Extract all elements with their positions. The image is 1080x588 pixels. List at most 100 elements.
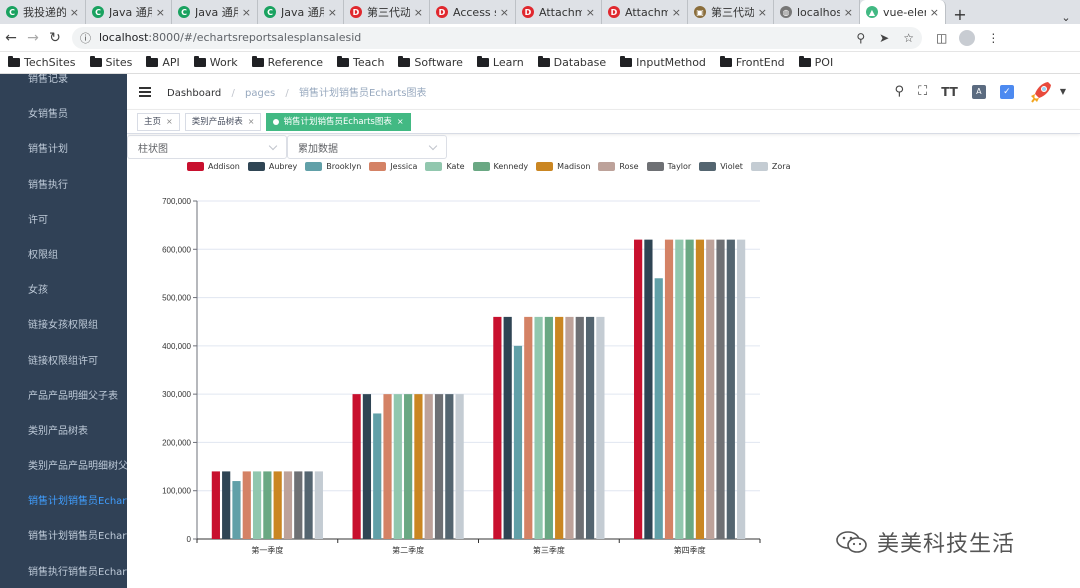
browser-tab[interactable]: C Java 通用× bbox=[86, 0, 172, 24]
sidebar-item[interactable]: 销售计划 bbox=[28, 144, 68, 156]
navbar: Dashboard / pages / 销售计划销售员Echarts图表 ⚲ ⛶… bbox=[127, 74, 1080, 110]
browser-tab-title: Java 通用 bbox=[195, 6, 238, 19]
browser-tab[interactable]: C Java 通用× bbox=[258, 0, 344, 24]
browser-tab[interactable]: D Access st× bbox=[430, 0, 516, 24]
close-tab-icon[interactable]: × bbox=[327, 5, 337, 19]
browser-tab[interactable]: C 我投递的 × bbox=[0, 0, 86, 24]
breadcrumb-dashboard[interactable]: Dashboard bbox=[167, 88, 222, 99]
site-info-icon[interactable]: ⓘ bbox=[80, 31, 91, 45]
close-tab-icon[interactable]: × bbox=[155, 5, 165, 19]
close-tag-icon[interactable]: × bbox=[396, 116, 404, 126]
bookmark-star-icon[interactable]: ☆ bbox=[903, 30, 914, 45]
sidebar-item[interactable]: 销售计划销售员Echarts图表 bbox=[28, 531, 127, 543]
breadcrumb-separator: / bbox=[285, 88, 289, 99]
sidebar-item[interactable]: 销售执行 bbox=[28, 179, 68, 191]
legend-item[interactable]: Addison bbox=[187, 162, 240, 171]
sidebar-item[interactable]: 许可 bbox=[28, 214, 48, 226]
sidebar-item[interactable]: 链接女孩权限组 bbox=[28, 320, 98, 332]
close-tab-icon[interactable]: × bbox=[757, 5, 767, 19]
theme-picker-icon[interactable]: ✓ bbox=[999, 84, 1014, 99]
tag-tab[interactable]: 类别产品树表 × bbox=[184, 112, 262, 131]
bookmark-folder[interactable]: TechSites bbox=[8, 56, 76, 69]
sidebar-item[interactable]: 产品产品明细父子表 bbox=[28, 390, 118, 402]
sidebar-item[interactable]: 销售计划销售员Echarts图表 bbox=[28, 496, 127, 508]
close-tag-icon[interactable]: × bbox=[247, 116, 255, 126]
legend-swatch bbox=[646, 162, 664, 171]
legend-item[interactable]: Zora bbox=[750, 162, 791, 171]
fullscreen-icon[interactable]: ⛶ bbox=[918, 84, 928, 99]
legend-item[interactable]: Brooklyn bbox=[305, 162, 361, 171]
bookmark-folder[interactable]: Teach bbox=[337, 56, 384, 69]
address-bar[interactable]: ⓘ localhost:8000/#/echartsreportsalespla… bbox=[72, 26, 922, 49]
close-tab-icon[interactable]: × bbox=[671, 5, 681, 19]
menu-kebab-icon[interactable]: ⋮ bbox=[987, 30, 1000, 45]
browser-tab[interactable]: D 第三代动 × bbox=[344, 0, 430, 24]
sidebar-item[interactable]: 权限组 bbox=[28, 249, 58, 261]
close-tab-icon[interactable]: × bbox=[499, 5, 509, 19]
close-tab-icon[interactable]: × bbox=[413, 5, 423, 19]
bookmark-folder[interactable]: Software bbox=[398, 56, 463, 69]
new-tab-icon[interactable]: + bbox=[953, 5, 967, 24]
bookmark-folder[interactable]: Work bbox=[193, 56, 238, 69]
tab-search-icon[interactable]: ⌄ bbox=[1061, 11, 1071, 24]
bookmark-folder[interactable]: FrontEnd bbox=[719, 56, 785, 69]
close-tab-icon[interactable]: × bbox=[241, 5, 251, 19]
legend-item[interactable]: Taylor bbox=[646, 162, 691, 171]
browser-tab[interactable]: C Java 通用× bbox=[172, 0, 258, 24]
browser-tab[interactable]: ▲ vue-elem× bbox=[860, 0, 946, 24]
bar bbox=[393, 394, 402, 539]
key-icon[interactable]: ⚲ bbox=[856, 30, 866, 45]
legend-item[interactable]: Madison bbox=[536, 162, 590, 171]
legend-item[interactable]: Kennedy bbox=[472, 162, 528, 171]
close-tab-icon[interactable]: × bbox=[843, 5, 853, 19]
tag-tab[interactable]: 主页 × bbox=[137, 112, 180, 131]
navbar-right: ⚲ ⛶ TT A ✓ ▼ bbox=[895, 79, 1066, 105]
profile-avatar[interactable] bbox=[959, 29, 976, 46]
search-icon[interactable]: ⚲ bbox=[894, 84, 905, 99]
bookmark-folder[interactable]: API bbox=[146, 56, 180, 69]
back-icon[interactable]: ← bbox=[5, 29, 17, 46]
legend-label: Madison bbox=[557, 162, 591, 171]
sidebar-item[interactable]: 类别产品树表 bbox=[28, 425, 88, 437]
tag-tab[interactable]: 销售计划销售员Echarts图表 × bbox=[266, 112, 411, 131]
font-size-icon[interactable]: TT bbox=[941, 84, 958, 99]
rocket-avatar-icon[interactable] bbox=[1028, 79, 1054, 105]
close-tag-icon[interactable]: × bbox=[166, 116, 173, 126]
forward-icon[interactable]: → bbox=[27, 29, 39, 46]
reload-icon[interactable]: ↻ bbox=[49, 29, 61, 46]
browser-tab[interactable]: D Attachm × bbox=[516, 0, 602, 24]
browser-tab[interactable]: ▣ 第三代动 × bbox=[688, 0, 774, 24]
legend-item[interactable]: Kate bbox=[425, 162, 465, 171]
bookmark-folder[interactable]: Sites bbox=[89, 56, 132, 69]
sidebar-item[interactable]: 销售记录 bbox=[28, 74, 68, 85]
chart-type-select[interactable]: 柱状图 bbox=[127, 135, 287, 159]
legend-item[interactable]: Rose bbox=[598, 162, 639, 171]
hamburger-icon[interactable] bbox=[139, 86, 151, 97]
bookmark-folder[interactable]: Database bbox=[537, 56, 606, 69]
sidepanel-icon[interactable]: ◫ bbox=[936, 30, 948, 45]
bookmark-folder[interactable]: Reference bbox=[251, 56, 323, 69]
close-tab-icon[interactable]: × bbox=[69, 5, 79, 19]
legend-item[interactable]: Jessica bbox=[369, 162, 417, 171]
browser-tab[interactable]: D Attachm × bbox=[602, 0, 688, 24]
breadcrumb-pages: pages bbox=[245, 88, 276, 99]
legend-item[interactable]: Violet bbox=[699, 162, 743, 171]
bar bbox=[706, 239, 715, 539]
legend-item[interactable]: Aubrey bbox=[247, 162, 297, 171]
bookmark-folder[interactable]: POI bbox=[798, 56, 833, 69]
bar bbox=[222, 471, 231, 539]
sidebar-item[interactable]: 女销售员 bbox=[28, 109, 68, 121]
data-mode-select[interactable]: 累加数据 bbox=[287, 135, 447, 159]
send-icon[interactable]: ➤ bbox=[879, 30, 890, 45]
bookmark-folder[interactable]: Learn bbox=[476, 56, 524, 69]
close-tab-icon[interactable]: × bbox=[929, 5, 939, 19]
close-tab-icon[interactable]: × bbox=[585, 5, 595, 19]
sidebar-item[interactable]: 类别产品产品明细树父子表 bbox=[28, 461, 127, 473]
sidebar-item[interactable]: 链接权限组许可 bbox=[28, 355, 98, 367]
sidebar-item[interactable]: 女孩 bbox=[28, 285, 48, 297]
bookmark-folder[interactable]: InputMethod bbox=[620, 56, 706, 69]
avatar-dropdown-icon[interactable]: ▼ bbox=[1059, 87, 1066, 96]
sidebar-item[interactable]: 销售执行销售员Echarts图表 bbox=[28, 566, 127, 578]
browser-tab[interactable]: ◍ localhost× bbox=[774, 0, 860, 24]
translate-icon[interactable]: A bbox=[971, 84, 986, 99]
